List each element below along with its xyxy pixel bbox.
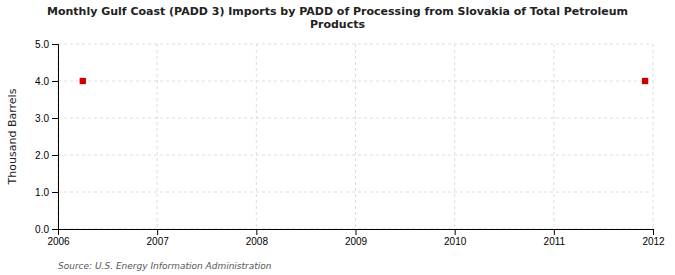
x-axis-tick-mark bbox=[653, 229, 654, 235]
x-axis-tick: 2010 bbox=[444, 229, 467, 247]
x-grid-line bbox=[157, 44, 158, 229]
title: Monthly Gulf Coast (PADD 3) Imports by P… bbox=[47, 5, 628, 31]
x-axis-tick-mark bbox=[256, 229, 257, 235]
y-axis-tick-label: 4.0 bbox=[35, 76, 49, 87]
x-axis-tick-mark bbox=[157, 229, 158, 235]
point bbox=[642, 78, 648, 84]
x-axis-tick-mark bbox=[356, 229, 357, 235]
y-axis-tick: 0.0 bbox=[35, 224, 58, 235]
y-axis-tick-mark bbox=[52, 155, 58, 156]
x-axis-tick: 2008 bbox=[246, 229, 269, 247]
x-axis: 2006 2007 2008 2009 2010 2011 2012 bbox=[47, 229, 665, 247]
y-axis-tick: 4.0 bbox=[35, 76, 58, 87]
plot: 2006 2007 2008 2009 2010 2011 2012 0.0 1.0 2.0 3.0… bbox=[35, 39, 665, 247]
y-axis-tick-label: 3.0 bbox=[35, 113, 49, 124]
title-line: Monthly Gulf Coast (PADD 3) Imports by P… bbox=[47, 5, 628, 18]
point bbox=[80, 78, 86, 84]
y-axis-tick-label: 5.0 bbox=[35, 39, 49, 50]
y-axis-tick: 1.0 bbox=[35, 187, 58, 198]
y-axis-tick: 2.0 bbox=[35, 150, 58, 161]
y-axis-line bbox=[52, 45, 59, 230]
x-axis-tick-label: 2011 bbox=[544, 236, 566, 247]
x-grid-line bbox=[454, 44, 455, 229]
x-axis-tick: 2011 bbox=[544, 229, 566, 247]
x-axis-tick-label: 2010 bbox=[444, 236, 467, 247]
x-axis-tick-label: 2007 bbox=[147, 236, 170, 247]
x-axis-tick-mark bbox=[455, 229, 456, 235]
x-axis-line bbox=[59, 230, 654, 236]
points bbox=[80, 78, 649, 84]
y-axis-tick-mark bbox=[52, 192, 58, 193]
x-axis-tick-label: 2012 bbox=[642, 236, 665, 247]
y-axis-tick-label: 1.0 bbox=[35, 187, 49, 198]
y-axis: 0.0 1.0 2.0 3.0 4.0 5.0 bbox=[35, 39, 58, 235]
x-axis-tick: 2006 bbox=[47, 229, 70, 247]
x-grid-line bbox=[553, 44, 554, 229]
x-axis-tick-label: 2008 bbox=[246, 236, 269, 247]
y-axis-tick-mark bbox=[52, 81, 58, 82]
x-grid-line bbox=[653, 44, 654, 229]
y-grid-line bbox=[58, 192, 653, 193]
x-axis-tick-label: 2006 bbox=[47, 236, 70, 247]
x-axis-tick: 2012 bbox=[642, 229, 665, 247]
y-axis-title: Thousand Barrels bbox=[6, 88, 19, 185]
x-grid-line bbox=[256, 44, 257, 229]
y-axis-tick: 5.0 bbox=[35, 39, 58, 50]
y-axis-tick-label: 2.0 bbox=[35, 150, 49, 161]
x-axis-tick: 2009 bbox=[345, 229, 368, 247]
y-axis-tick-label: 0.0 bbox=[35, 224, 49, 235]
x-axis-tick-mark bbox=[554, 229, 555, 235]
chart: Monthly Gulf Coast (PADD 3) Imports by P… bbox=[0, 0, 675, 275]
source: Source: U.S. Energy Information Administ… bbox=[58, 261, 272, 271]
title-line: Products bbox=[310, 18, 366, 31]
y-axis-tick-mark bbox=[52, 229, 58, 230]
y-axis-tick: 3.0 bbox=[35, 113, 58, 124]
x-axis-tick-label: 2009 bbox=[345, 236, 368, 247]
y-axis-tick-mark bbox=[52, 118, 58, 119]
y-axis-tick-mark bbox=[52, 44, 58, 45]
grid bbox=[58, 44, 653, 229]
x-axis-tick: 2007 bbox=[147, 229, 170, 247]
x-grid-line bbox=[355, 44, 356, 229]
